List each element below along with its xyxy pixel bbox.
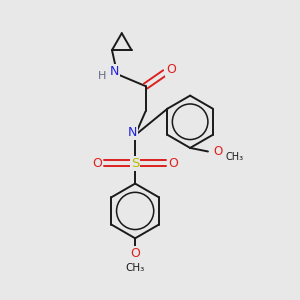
Text: CH₃: CH₃ (125, 263, 145, 273)
Text: H: H (98, 71, 106, 81)
Text: N: N (110, 65, 119, 78)
Text: O: O (130, 247, 140, 260)
Text: CH₃: CH₃ (225, 152, 243, 162)
Text: O: O (214, 145, 223, 158)
Text: O: O (92, 157, 102, 170)
Text: N: N (128, 126, 137, 139)
Text: O: O (167, 63, 176, 76)
Text: O: O (168, 157, 178, 170)
Text: S: S (131, 157, 139, 170)
